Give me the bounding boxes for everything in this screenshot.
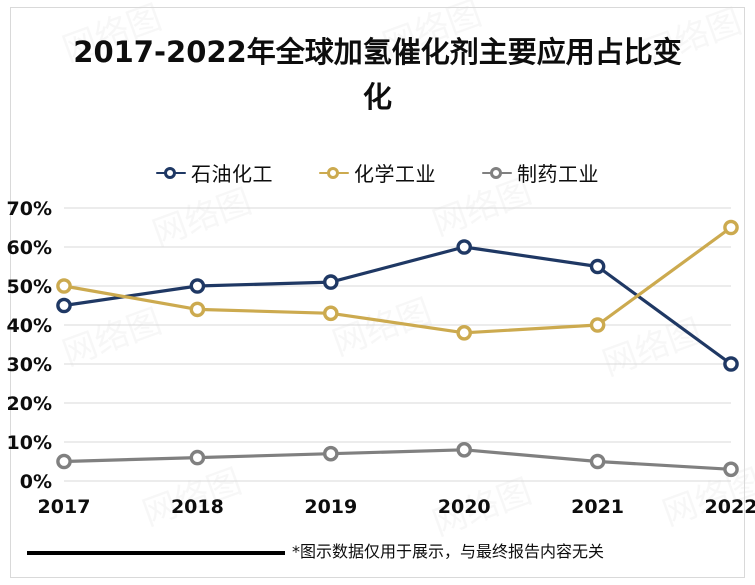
legend-marker-icon	[319, 166, 349, 180]
chart-title: 2017-2022年全球加氢催化剂主要应用占比变化	[73, 35, 682, 114]
legend-label: 石油化工	[191, 162, 273, 186]
data-point-marker[interactable]	[322, 274, 339, 290]
data-point-marker[interactable]	[723, 356, 739, 372]
data-point-marker[interactable]	[456, 324, 473, 341]
x-tick-label: 2018	[171, 496, 224, 518]
data-point-marker[interactable]	[456, 239, 473, 255]
y-tick-label: 70%	[7, 198, 52, 220]
series-lines	[62, 225, 733, 471]
y-tick-label: 50%	[7, 276, 52, 298]
watermark-text: 网络图	[657, 461, 755, 535]
y-tick-label: 10%	[7, 432, 52, 454]
legend-label: 制药工业	[517, 162, 599, 186]
data-point-marker[interactable]	[189, 449, 206, 466]
x-tick-label: 2020	[438, 496, 491, 518]
y-axis-labels: 0% 10% 20% 30% 40% 50% 60% 70%	[7, 198, 52, 493]
x-tick-label: 2019	[304, 496, 357, 518]
series-line	[62, 225, 733, 335]
footer-rule	[27, 551, 285, 555]
x-tick-label: 2022	[705, 496, 755, 518]
series-markers	[56, 219, 739, 478]
y-tick-label: 30%	[7, 354, 52, 376]
y-tick-label: 0%	[20, 471, 52, 493]
data-point-marker[interactable]	[723, 461, 739, 478]
legend-marker-icon	[156, 166, 186, 180]
data-point-marker[interactable]	[723, 219, 739, 236]
series-line	[62, 448, 733, 471]
data-point-marker[interactable]	[56, 453, 72, 470]
x-tick-label: 2021	[571, 496, 624, 518]
watermark-text: 网络图	[327, 291, 437, 365]
data-point-marker[interactable]	[589, 317, 606, 333]
y-tick-label: 20%	[7, 393, 52, 415]
watermark-text: 网络图	[597, 311, 707, 385]
data-point-marker[interactable]	[589, 258, 606, 275]
data-point-marker[interactable]	[322, 305, 339, 322]
data-point-marker[interactable]	[322, 445, 339, 462]
watermark-text: 网络图	[57, 301, 167, 375]
data-point-marker[interactable]	[56, 278, 72, 294]
legend-item-pharmaceutical[interactable]: 制药工业	[482, 158, 599, 187]
data-point-marker[interactable]	[189, 278, 206, 294]
watermark-text: 网络图	[427, 471, 537, 545]
x-tick-label: 2017	[38, 496, 91, 518]
series-line	[62, 245, 733, 366]
y-tick-label: 40%	[7, 315, 52, 337]
legend-marker-icon	[482, 166, 512, 180]
footer-note: *图示数据仅用于展示，与最终报告内容无关	[292, 542, 605, 561]
watermark-text: 网络图	[137, 461, 247, 535]
data-point-marker[interactable]	[589, 453, 606, 470]
data-point-marker[interactable]	[56, 297, 72, 314]
y-tick-label: 60%	[7, 237, 52, 259]
legend-item-chemical[interactable]: 化学工业	[319, 158, 436, 187]
legend-label: 化学工业	[354, 162, 436, 186]
chart-legend: 石油化工 化学工业 制药工业	[0, 158, 755, 187]
x-axis-labels: 2017 2018 2019 2020 2021 2022	[38, 496, 755, 518]
legend-item-petrochemical[interactable]: 石油化工	[156, 158, 273, 187]
data-point-marker[interactable]	[456, 441, 473, 458]
gridlines	[64, 207, 731, 482]
data-point-marker[interactable]	[189, 301, 206, 318]
